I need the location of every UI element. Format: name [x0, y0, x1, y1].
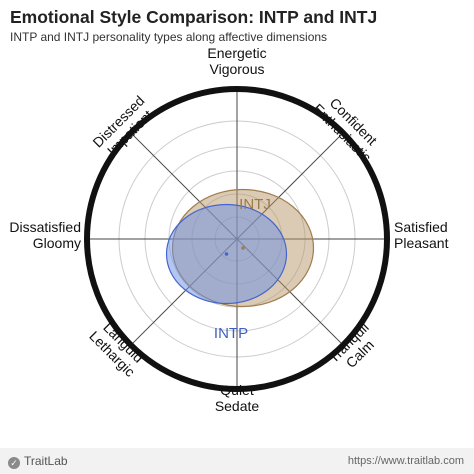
outer-ring [84, 86, 390, 392]
traitlab-logo-icon: ✓ [8, 457, 20, 469]
axis-label-line1: Dissatisfied [9, 219, 81, 235]
brand[interactable]: ✓ TraitLab [8, 454, 68, 469]
chart-title: Emotional Style Comparison: INTP and INT… [10, 7, 378, 27]
axis-label-line1: Satisfied [394, 219, 448, 235]
brand-name: TraitLab [24, 454, 68, 468]
footer-bar: ✓ TraitLab https://www.traitlab.com [0, 448, 474, 474]
axis-label-line1: Energetic [207, 45, 266, 61]
chart-subtitle: INTP and INTJ personality types along af… [10, 30, 328, 44]
axis-label-line2: Sedate [215, 398, 260, 414]
series-label-intj: INTJ [239, 196, 271, 213]
axis-label-line2: Gloomy [33, 235, 81, 251]
center-dot-intp [224, 252, 229, 256]
axis-label-line2: Pleasant [394, 235, 449, 251]
chart-series: INTP INTJ [165, 188, 315, 342]
site-url[interactable]: https://www.traitlab.com [347, 455, 464, 467]
axis-label-line2: Vigorous [209, 61, 264, 77]
center-dot-intj [241, 246, 245, 250]
series-label-intp: INTP [214, 325, 248, 342]
